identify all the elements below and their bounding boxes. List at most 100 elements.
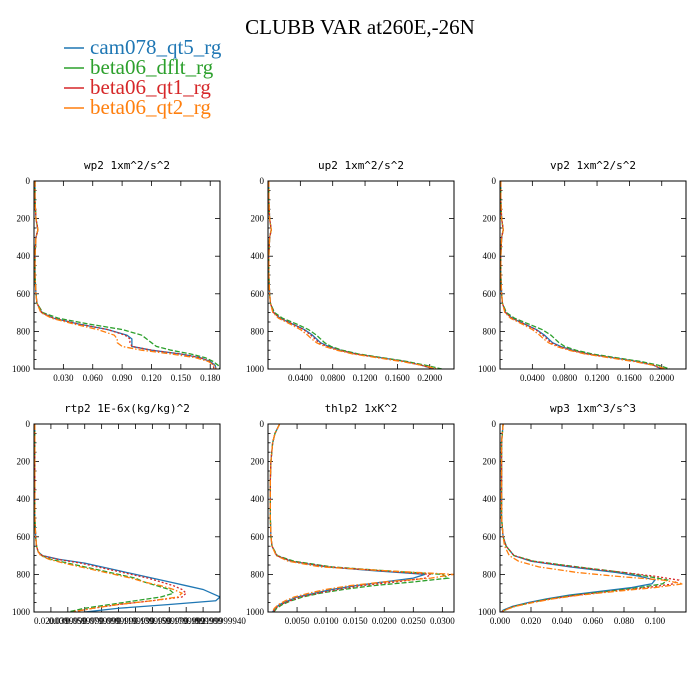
x-tick-label: 0.0599999	[66, 616, 105, 626]
series-line-beta06_qt2_rg	[268, 181, 438, 369]
y-tick-label: 600	[251, 289, 265, 299]
y-tick-label: 600	[17, 289, 31, 299]
figure-title: CLUBB VAR at260E,-26N	[245, 15, 475, 39]
x-tick-label: 0.0200	[372, 616, 397, 626]
x-tick-label: 0.1399999	[133, 616, 172, 626]
panel-title: up2 1xm^2/s^2	[318, 159, 404, 172]
series-line-beta06_dflt_rg	[34, 424, 175, 612]
panel-title: wp3 1xm^3/s^3	[550, 402, 636, 415]
y-tick-label: 800	[17, 569, 31, 579]
plot-frame	[267, 180, 455, 370]
series-line-beta06_qt2_rg	[269, 424, 454, 612]
y-tick-label: 1000	[246, 364, 265, 374]
x-tick-label: 0.0400	[288, 373, 313, 383]
x-tick-label: 0.1599999	[150, 616, 189, 626]
x-tick-label: 0.120	[141, 373, 162, 383]
series-line-beta06_qt2_rg	[34, 181, 217, 369]
x-tick-label: 0.0800	[320, 373, 345, 383]
x-tick-label: 0.0799999	[83, 616, 122, 626]
x-tick-label: 0.2000	[417, 373, 442, 383]
x-tick-label: 0.180	[200, 373, 221, 383]
x-tick-label: 0.1600	[385, 373, 410, 383]
panel-3: vp2 1xm^2/s^2 0 200 400 600 800 1000 0.0400 0.08…	[478, 159, 687, 383]
legend-label-beta06_qt1_rg: beta06_qt1_rg	[90, 75, 211, 99]
plot-frame	[33, 423, 221, 613]
x-tick-label: 0.1999999	[184, 616, 223, 626]
panel-title: wp2 1xm^2/s^2	[84, 159, 170, 172]
x-tick-label: 0.100	[645, 616, 666, 626]
y-tick-label: 200	[17, 214, 31, 224]
y-tick-label: 0	[492, 176, 497, 186]
y-tick-label: 800	[251, 569, 265, 579]
y-tick-label: 400	[483, 494, 497, 504]
x-tick-label: 0.090	[112, 373, 133, 383]
y-tick-label: 1000	[12, 364, 31, 374]
x-tick-label: 0.1200	[585, 373, 610, 383]
y-tick-label: 1000	[12, 607, 31, 617]
x-tick-label: 0.0150	[343, 616, 368, 626]
y-tick-label: 400	[251, 494, 265, 504]
y-tick-label: 0	[260, 419, 265, 429]
y-tick-label: 0	[492, 419, 497, 429]
y-tick-label: 800	[251, 326, 265, 336]
y-tick-label: 200	[17, 457, 31, 467]
plot-frame	[499, 423, 687, 613]
legend-label-beta06_dflt_rg: beta06_dflt_rg	[90, 55, 214, 79]
x-tick-label: 0.1199999	[116, 616, 154, 626]
x-tick-label: 0.0800	[552, 373, 577, 383]
panel-1: wp2 1xm^2/s^2 0 200 400 600 800 1000 0.030 0.060…	[12, 159, 221, 383]
y-tick-label: 400	[483, 251, 497, 261]
x-tick-label: 0.1200	[353, 373, 378, 383]
y-tick-label: 0	[260, 176, 265, 186]
y-tick-label: 200	[251, 214, 265, 224]
x-tick-label: 0.040	[552, 616, 573, 626]
plot-frame	[33, 180, 221, 370]
series-line-beta06_qt2_rg	[500, 181, 666, 369]
x-tick-label: 0.0999999	[99, 616, 138, 626]
x-tick-label: 0.0399999	[49, 616, 88, 626]
x-tick-label: 0.0300	[430, 616, 455, 626]
y-tick-label: 600	[483, 532, 497, 542]
panel-title: thlp2 1xK^2	[325, 402, 398, 415]
y-tick-label: 400	[17, 494, 31, 504]
x-tick-label: 0.030	[53, 373, 74, 383]
x-tick-label: 0.060	[583, 616, 604, 626]
panel-title: vp2 1xm^2/s^2	[550, 159, 636, 172]
y-tick-label: 1000	[246, 607, 265, 617]
panel-title: rtp2 1E-6x(kg/kg)^2	[64, 402, 190, 415]
y-tick-label: 600	[251, 532, 265, 542]
x-tick-label: 0.0050	[285, 616, 310, 626]
panel-4: rtp2 1E-6x(kg/kg)^2 0 200 400 600 800 10000.02…	[12, 402, 246, 626]
y-tick-label: 1000	[478, 364, 497, 374]
x-tick-label: 0.0250	[401, 616, 426, 626]
y-tick-label: 800	[17, 326, 31, 336]
y-tick-label: 200	[251, 457, 265, 467]
x-tick-label: 0.020000	[34, 616, 68, 626]
series-line-beta06_qt1_rg	[269, 424, 433, 612]
legend: cam078_qt5_rgbeta06_dflt_rgbeta06_qt1_rg…	[64, 35, 222, 119]
x-tick-label: 0.080	[614, 616, 635, 626]
y-tick-label: 0	[26, 419, 31, 429]
legend-label-beta06_qt2_rg: beta06_qt2_rg	[90, 95, 211, 119]
series-line-beta06_qt1_rg	[34, 424, 188, 612]
y-tick-label: 600	[17, 532, 31, 542]
panels: wp2 1xm^2/s^2 0 200 400 600 800 1000 0.030 0.060…	[12, 159, 687, 626]
series-line-beta06_qt2_rg	[500, 424, 684, 612]
series-line-beta06_qt2_rg	[34, 424, 184, 612]
x-tick-label: 0.000	[490, 616, 511, 626]
y-tick-label: 600	[483, 289, 497, 299]
plot-frame	[499, 180, 687, 370]
y-tick-label: 200	[483, 214, 497, 224]
y-tick-label: 400	[251, 251, 265, 261]
panel-2: up2 1xm^2/s^2 0 200 400 600 800 1000 0.0400 0.08…	[246, 159, 455, 383]
y-tick-label: 0	[26, 176, 31, 186]
x-tick-label: 0.0400	[520, 373, 545, 383]
y-tick-label: 1000	[478, 607, 497, 617]
series-line-beta06_dflt_rg	[500, 181, 671, 369]
x-tick-label: 0.060	[83, 373, 104, 383]
x-tick-label: 0.2199999940	[194, 616, 246, 626]
series-line-beta06_dflt_rg	[34, 181, 220, 369]
